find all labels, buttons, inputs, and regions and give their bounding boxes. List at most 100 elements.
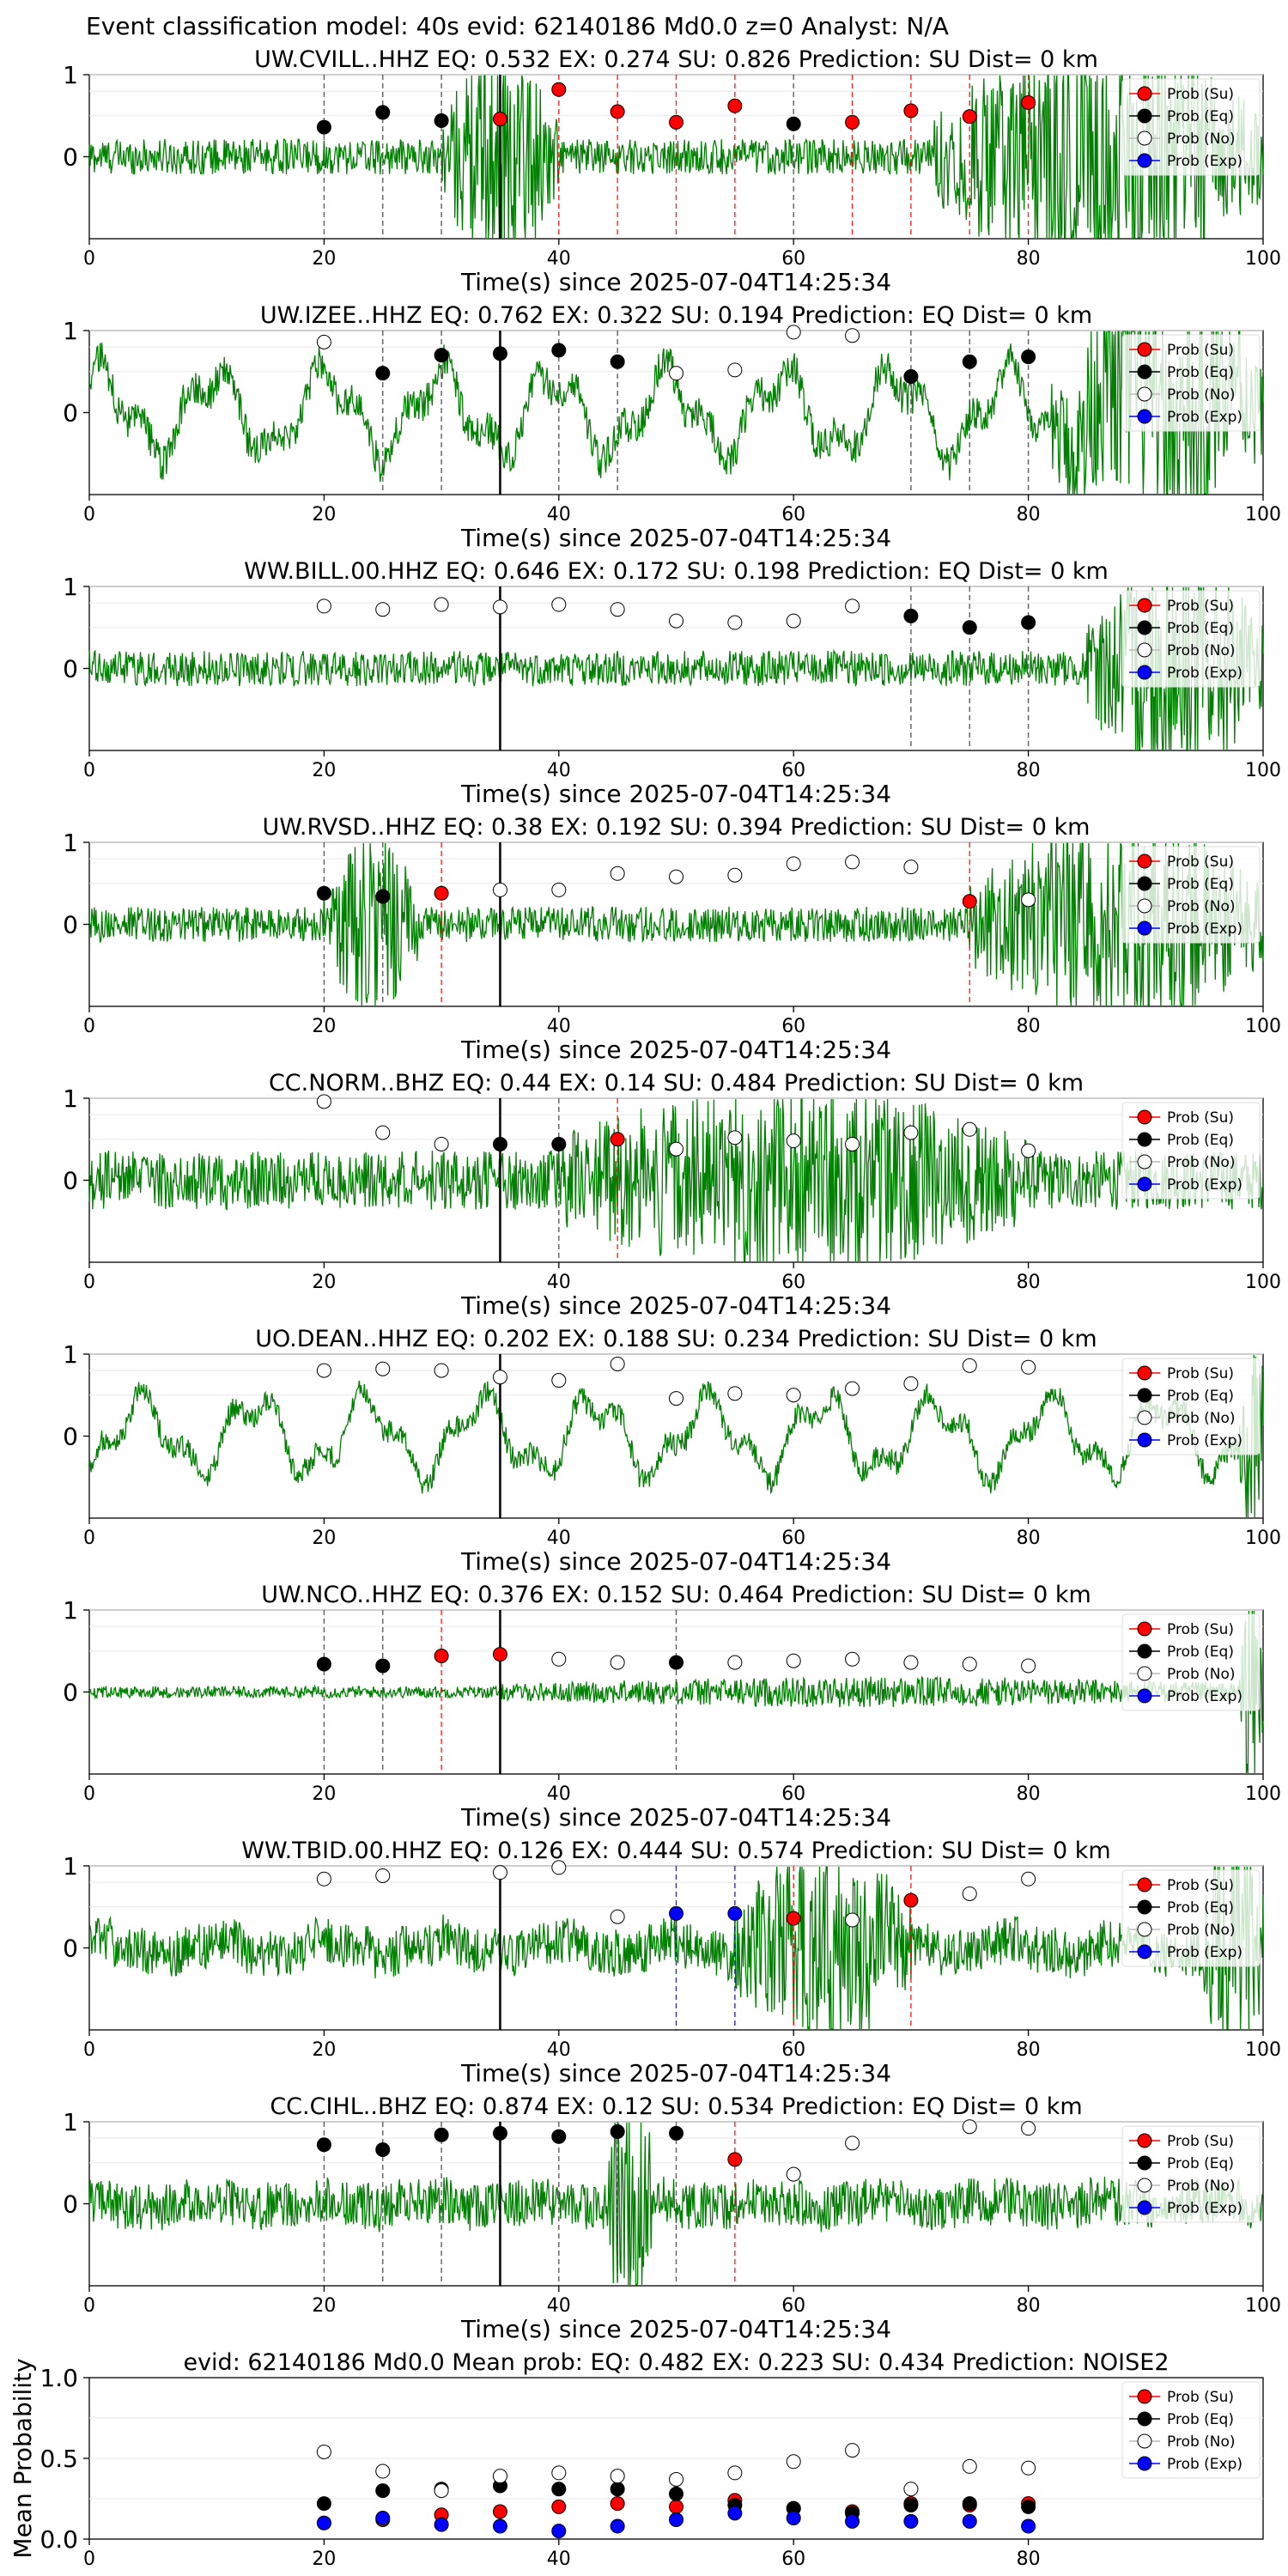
point-eq [316, 119, 331, 135]
panel-8: WW.TBID.00.HHZ EQ: 0.126 EX: 0.444 SU: 0… [63, 1838, 1281, 2087]
x-tick-label: 20 [312, 1528, 336, 1549]
point-no [962, 1121, 977, 1137]
legend-box [1121, 590, 1261, 688]
point-eq [434, 112, 449, 128]
point-eq [551, 343, 567, 358]
y-tick-label: 1 [63, 317, 78, 345]
point-eq [610, 2123, 625, 2139]
point-no [434, 1363, 449, 1378]
x-tick-label: 60 [781, 760, 805, 781]
point-eq [903, 608, 919, 623]
panel-10: evid: 62140186 Md0.0 Mean prob: EQ: 0.48… [9, 2349, 1264, 2570]
y-tick-label: 1 [63, 829, 78, 857]
y-axis-label: Mean Probability [9, 2358, 37, 2558]
legend-label-exp: Prob (Exp) [1167, 2200, 1242, 2217]
legend-marker-eq [1137, 2411, 1152, 2427]
legend-box [1121, 334, 1261, 432]
point-no [1021, 1871, 1036, 1886]
point-exp [786, 2511, 801, 2526]
y-tick-label: 1 [63, 1852, 78, 1880]
point-no [669, 613, 683, 629]
point-no [375, 1361, 391, 1376]
legend-marker-eq [1137, 1643, 1152, 1659]
y-tick-label: 0 [63, 911, 78, 939]
x-tick-label: 100 [1245, 1783, 1281, 1805]
y-tick-label: 1 [63, 1596, 78, 1625]
x-tick-label: 40 [547, 2039, 571, 2061]
point-eq [551, 2129, 567, 2144]
y-tick-label: 1.0 [39, 2364, 78, 2392]
panel-9: CC.CIHL..BHZ EQ: 0.874 EX: 0.12 SU: 0.53… [63, 2093, 1281, 2343]
x-tick-label: 80 [1017, 760, 1041, 781]
point-no [669, 2471, 683, 2487]
panel-title: WW.TBID.00.HHZ EQ: 0.126 EX: 0.444 SU: 0… [241, 1838, 1110, 1864]
x-tick-label: 80 [1017, 2039, 1041, 2061]
point-no [786, 325, 801, 340]
y-tick-label: 1 [63, 1340, 78, 1369]
point-no [845, 598, 860, 614]
legend-box [1121, 2125, 1261, 2223]
legend-label-no: Prob (No) [1167, 2433, 1236, 2451]
x-tick-label: 0 [83, 1016, 95, 1037]
legend-label-exp: Prob (Exp) [1167, 2456, 1242, 2473]
legend-marker-no [1137, 898, 1152, 914]
point-exp [727, 1905, 743, 1921]
x-tick-label: 100 [1245, 1016, 1281, 1037]
point-eq [786, 116, 801, 131]
point-eq [492, 2125, 507, 2141]
x-tick-label: 20 [312, 1016, 336, 1037]
point-su [434, 885, 449, 901]
legend-label-eq: Prob (Eq) [1167, 1132, 1234, 1149]
legend-marker-exp [1137, 2456, 1152, 2471]
waveform-trace [88, 842, 1264, 1006]
point-no [316, 2444, 331, 2459]
point-no [610, 1356, 625, 1371]
point-no [786, 1653, 801, 1668]
legend-label-eq: Prob (Eq) [1167, 1388, 1234, 1405]
point-no [845, 2136, 860, 2151]
legend-box [1121, 78, 1261, 176]
point-exp [669, 1905, 683, 1921]
legend-marker-eq [1137, 1899, 1152, 1915]
point-eq [492, 1136, 507, 1151]
x-tick-label: 100 [1245, 248, 1281, 270]
point-no [845, 1912, 860, 1928]
point-exp [434, 2517, 449, 2532]
panel-6: UO.DEAN..HHZ EQ: 0.202 EX: 0.188 SU: 0.2… [63, 1326, 1281, 1576]
point-no [375, 1868, 391, 1883]
legend-label-no: Prob (No) [1167, 1666, 1236, 1683]
point-no [669, 1141, 683, 1157]
legend-label-su: Prob (Su) [1167, 1365, 1234, 1382]
point-exp [610, 2518, 625, 2534]
legend-marker-exp [1137, 2200, 1152, 2215]
legend-label-no: Prob (No) [1167, 131, 1236, 148]
point-no [434, 1136, 449, 1151]
legend-label-eq: Prob (Eq) [1167, 1643, 1234, 1661]
x-tick-label: 0 [83, 248, 95, 270]
legend-marker-su [1137, 1365, 1152, 1381]
plot-frame [88, 1353, 1264, 1519]
legend-marker-no [1137, 1666, 1152, 1681]
x-axis-label: Time(s) since 2025-07-04T14:25:34 [460, 524, 891, 552]
point-no [727, 2465, 743, 2481]
x-tick-label: 0 [83, 1528, 95, 1549]
legend-marker-eq [1137, 364, 1152, 380]
point-no [1021, 2121, 1036, 2136]
point-eq [669, 2486, 683, 2501]
point-eq [1021, 615, 1036, 630]
x-axis-label: Time(s) since 2025-07-04T14:25:34 [460, 2315, 891, 2343]
legend-label-su: Prob (Su) [1167, 86, 1234, 103]
y-tick-label: 0 [63, 1423, 78, 1451]
point-su [669, 2499, 683, 2514]
panel-title: UW.CVILL..HHZ EQ: 0.532 EX: 0.274 SU: 0.… [254, 46, 1098, 73]
legend-box [1121, 1613, 1261, 1711]
legend-marker-exp [1137, 1176, 1152, 1192]
legend-marker-no [1137, 642, 1152, 658]
x-tick-label: 20 [312, 248, 336, 270]
x-tick-label: 40 [547, 760, 571, 781]
point-no [727, 1655, 743, 1670]
x-tick-label: 60 [781, 1528, 805, 1549]
y-tick-label: 1 [63, 573, 78, 601]
point-no [786, 2454, 801, 2470]
